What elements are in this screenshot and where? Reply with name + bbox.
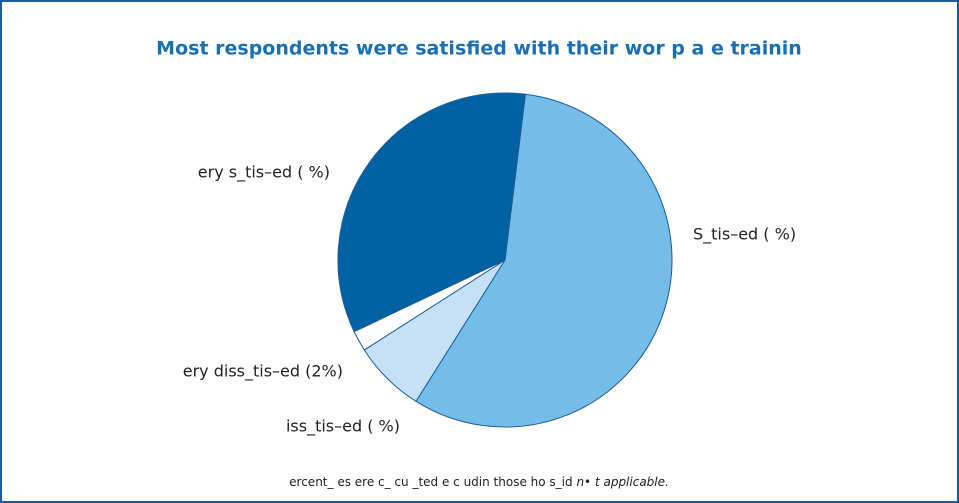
footnote: ercent_ es ere c_ cu _ted e c udin those… (289, 475, 669, 489)
chart-title: Most respondents were satisﬁed with thei… (156, 38, 802, 60)
slice-label: iss_tis–ed ( %) (286, 417, 400, 437)
pie-slice (415, 93, 673, 428)
slice-label: S_tis–ed ( %) (693, 225, 796, 245)
pie-slice (337, 92, 526, 333)
slice-label: ery diss_tis–ed (2%) (183, 362, 343, 382)
slice-label: ery s_tis–ed ( %) (198, 163, 330, 183)
note: ercent_ es ere c_ cu _ted e c udin those… (289, 475, 572, 489)
note-emphasis: n• t applicable. (576, 475, 668, 489)
